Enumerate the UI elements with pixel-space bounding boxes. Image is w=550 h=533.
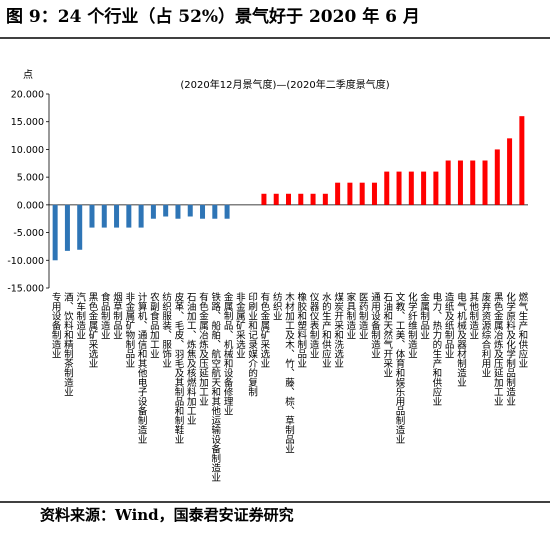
x-tick-label: 非金属矿物制品业 [123, 291, 135, 368]
bar [421, 171, 427, 205]
x-tick-label: 文教、工美、体育和娱乐用品制造业 [394, 291, 406, 444]
bar [138, 204, 144, 228]
bar [163, 204, 169, 217]
y-tick-label: 0.000 [17, 200, 44, 211]
bar [445, 160, 451, 205]
x-tick-label: 皮革、毛皮、羽毛及其制品和制鞋业 [172, 291, 184, 444]
y-tick-label: 20.000 [11, 90, 44, 101]
bar [212, 204, 218, 219]
bar [322, 193, 328, 205]
x-tick-label: 化学纤维制造业 [406, 291, 418, 358]
x-tick-label: 汽车制造业 [74, 291, 86, 339]
x-tick-label: 橡胶和塑料制品业 [295, 291, 307, 368]
x-tick-label: 煤炭开采和洗选业 [332, 291, 344, 368]
y-tick-label: 15.000 [11, 117, 44, 128]
y-tick-label: -5.000 [13, 228, 44, 239]
bar [359, 182, 365, 205]
bar [101, 204, 107, 228]
x-tick-label: 化学原料及化学制品制造业 [504, 291, 516, 406]
chart-subtitle: (2020年12月景气度)—(2020年二季度景气度) [180, 78, 389, 91]
x-tick-label: 废弃资源综合利用业 [480, 291, 492, 377]
chart-title: 图 9：24 个行业（占 52%）景气好于 2020 年 6 月 [6, 6, 420, 27]
x-tick-label: 黑色金属矿采选业 [86, 292, 98, 368]
bar [114, 204, 120, 228]
x-tick-label: 医药制造业 [357, 292, 369, 340]
bar [457, 160, 463, 205]
bar [224, 204, 230, 219]
y-tick-label: 5.000 [17, 173, 44, 184]
bar [286, 193, 291, 205]
bar [175, 204, 181, 219]
x-tick-label: 木材加工及木、竹、藤、棕、草制品业 [283, 291, 295, 453]
bar [64, 204, 70, 251]
x-tick-label: 食品制造业 [99, 291, 111, 339]
source: 资料来源：Wind，国泰君安证券研究 [40, 506, 294, 524]
bar [396, 171, 402, 205]
bar [482, 160, 488, 205]
x-tick-label: 电力、热力的生产和供应业 [430, 291, 442, 406]
bar [519, 116, 525, 205]
x-tick-label: 石油加工、炼焦及核燃料加工业 [185, 292, 197, 425]
y-tick-label: -10.000 [7, 256, 44, 267]
x-tick-label: 金属制品、机械和设备修理业 [222, 291, 234, 415]
x-tick-label: 烟草制品业 [111, 291, 123, 339]
x-tick-label: 电气机械及器材制造业 [455, 291, 467, 387]
x-tick-label: 农副食品加工业 [148, 291, 160, 358]
bar [150, 204, 156, 219]
x-tick-label: 印刷业和记录媒介的复制 [246, 291, 258, 396]
bar [470, 160, 476, 205]
y-axis-label: 点 [23, 69, 33, 81]
bar [347, 182, 353, 205]
bar [89, 204, 95, 228]
x-tick-label: 非金属矿采选业 [234, 291, 246, 358]
x-tick-label: 仪器仪表制造业 [308, 292, 320, 359]
bar [507, 138, 513, 205]
x-tick-label: 造纸及纸制品业 [443, 291, 455, 358]
x-tick-label: 通用设备制造业 [369, 292, 381, 359]
x-tick-label: 燃气生产和供应业 [516, 291, 528, 368]
x-tick-label: 计算机、通信和其他电子设备制造业 [136, 291, 148, 444]
x-tick-label: 金属制品业 [418, 291, 430, 339]
x-tick-label: 纺织服装、服饰业 [160, 291, 172, 368]
x-tick-label: 铁路、船舶、航空航天和其他运输设备制造业 [209, 291, 221, 482]
bar [335, 182, 341, 205]
bar [433, 171, 439, 205]
y-tick-label: -15.000 [7, 284, 44, 295]
x-tick-label: 水的生产和供应业 [320, 291, 332, 368]
x-tick-label: 石油和天然气开采业 [381, 292, 393, 378]
bar [77, 204, 83, 250]
x-tick-label: 家具制造业 [344, 291, 356, 339]
bar [261, 193, 267, 205]
x-tick-label: 有色金属冶炼及压延加工业 [197, 291, 209, 406]
bar [494, 149, 500, 205]
bar [273, 193, 279, 205]
bar [371, 182, 377, 205]
bar [298, 193, 304, 205]
bar [126, 204, 132, 228]
bar [384, 171, 390, 205]
x-tick-label: 酒、饮料和精制茶制造业 [62, 292, 74, 397]
bar [52, 204, 58, 261]
x-tick-label: 黑色金属冶炼及压延加工业 [492, 292, 504, 406]
x-tick-label: 其他制造业 [467, 292, 479, 340]
x-tick-label: 专用设备制造业 [50, 291, 62, 358]
x-tick-label: 纺织业 [271, 291, 283, 320]
x-tick-label: 有色金属矿采选业 [258, 291, 270, 368]
bar [408, 171, 414, 205]
y-tick-label: 10.000 [11, 145, 44, 156]
bar [200, 204, 206, 219]
bar [310, 193, 316, 205]
bar [187, 204, 193, 217]
